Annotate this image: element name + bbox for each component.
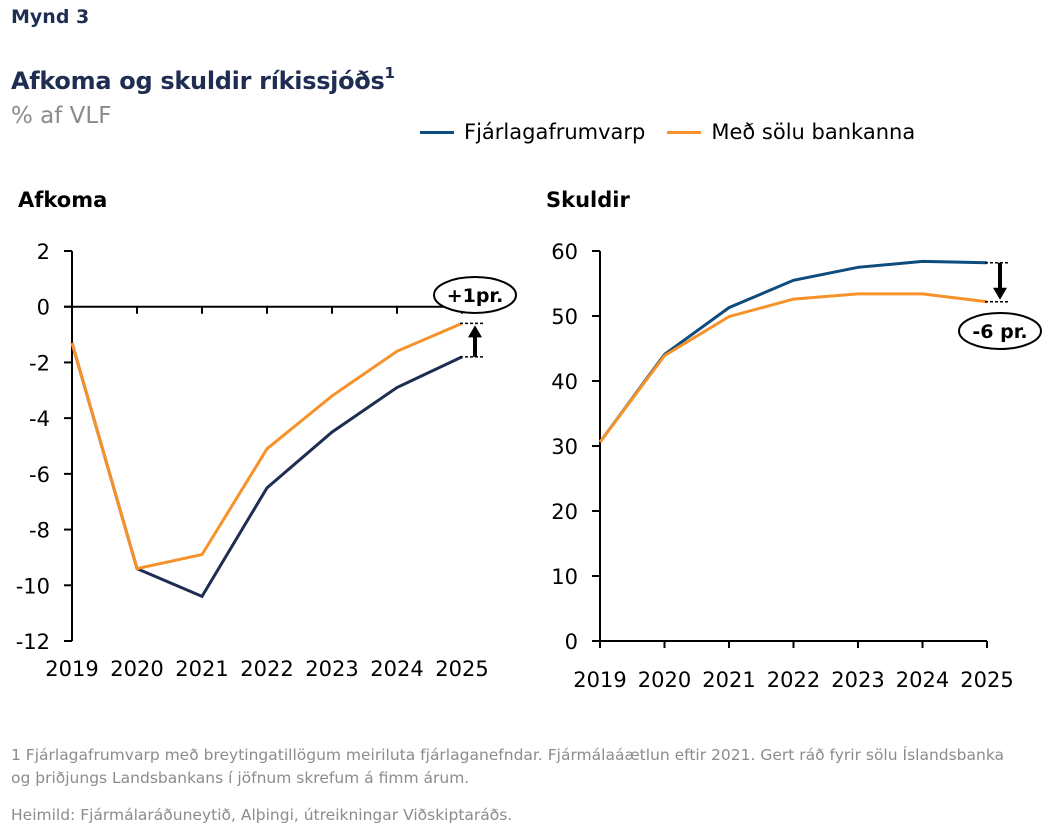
y-tick-label: -4 bbox=[29, 407, 50, 431]
legend-item-med-solu-bankanna: Með sölu bankanna bbox=[667, 120, 915, 144]
x-tick-label: 2023 bbox=[831, 668, 884, 692]
x-tick-label: 2025 bbox=[435, 657, 488, 681]
y-tick-label: -12 bbox=[16, 630, 50, 654]
annotation-label: -6 pr. bbox=[972, 321, 1027, 343]
x-tick-label: 2020 bbox=[638, 668, 691, 692]
x-tick-label: 2023 bbox=[305, 657, 358, 681]
panel-afkoma: Afkoma 2 0 -2 -4 -6 -8 -10 -12 2019 2020 2021 2022 20… bbox=[16, 188, 517, 681]
chart-subtitle: % af VLF bbox=[11, 103, 112, 129]
panel-title: Skuldir bbox=[546, 188, 630, 212]
panel-title: Afkoma bbox=[18, 188, 107, 212]
x-tick-label: 2021 bbox=[175, 657, 228, 681]
x-tick-label: 2019 bbox=[573, 668, 626, 692]
x-tick-label: 2022 bbox=[240, 657, 293, 681]
y-tick-label: 50 bbox=[551, 305, 578, 329]
footnote: 1 Fjárlagafrumvarp með breytingatillögum… bbox=[11, 746, 1005, 787]
arrow-up-icon bbox=[468, 325, 482, 338]
annotation-callout bbox=[433, 276, 517, 314]
legend-swatch bbox=[667, 130, 702, 134]
title-footnote-marker: 1 bbox=[384, 64, 395, 82]
y-tick-label: 20 bbox=[551, 500, 578, 524]
arrow-down-icon bbox=[993, 287, 1007, 300]
source-note: Heimild: Fjármálaráðuneytið, Alþingi, út… bbox=[11, 806, 513, 824]
legend-label: Fjárlagafrumvarp bbox=[464, 120, 646, 144]
y-tick-label: 0 bbox=[565, 630, 578, 654]
panel-skuldir: Skuldir 60 50 40 30 20 10 0 2019 2020 2021 2022 2023… bbox=[546, 188, 1042, 692]
x-tick-label: 2020 bbox=[110, 657, 163, 681]
y-tick-label: -2 bbox=[29, 351, 50, 375]
y-tick-label: 30 bbox=[551, 435, 578, 459]
annotation-label: +1pr. bbox=[447, 285, 504, 307]
series-line-fjarlagafrumvarp bbox=[70, 342, 463, 599]
y-tick-label: 60 bbox=[551, 240, 578, 264]
x-tick-label: 2024 bbox=[896, 668, 949, 692]
x-tick-label: 2024 bbox=[370, 657, 423, 681]
series-line-med-solu-bankanna bbox=[70, 322, 463, 571]
y-tick-label: -10 bbox=[16, 574, 50, 598]
y-tick-label: 2 bbox=[37, 240, 50, 264]
y-tick-label: -6 bbox=[29, 463, 50, 487]
series-line-med-solu-bankanna bbox=[598, 292, 988, 443]
x-tick-label: 2025 bbox=[960, 668, 1013, 692]
x-tick-label: 2019 bbox=[45, 657, 98, 681]
chart-title-text: Afkoma og skuldir ríkissjóðs bbox=[11, 67, 385, 95]
x-tick-label: 2021 bbox=[702, 668, 755, 692]
y-tick-label: 40 bbox=[551, 370, 578, 394]
x-tick-label: 2022 bbox=[767, 668, 820, 692]
legend-item-fjarlagafrumvarp: Fjárlagafrumvarp bbox=[420, 120, 645, 144]
chart-title: Afkoma og skuldir ríkissjóðs1 bbox=[11, 64, 395, 95]
y-tick-label: 0 bbox=[37, 296, 50, 320]
y-tick-label: 10 bbox=[551, 565, 578, 589]
figure-label: Mynd 3 bbox=[11, 6, 90, 28]
legend-label: Með sölu bankanna bbox=[711, 120, 916, 144]
y-tick-label: -8 bbox=[29, 519, 50, 543]
legend-swatch bbox=[420, 130, 454, 134]
annotation-callout bbox=[958, 312, 1042, 350]
legend: Fjárlagafrumvarp Með sölu bankanna bbox=[420, 120, 937, 144]
series-line-fjarlagafrumvarp bbox=[598, 259, 988, 443]
